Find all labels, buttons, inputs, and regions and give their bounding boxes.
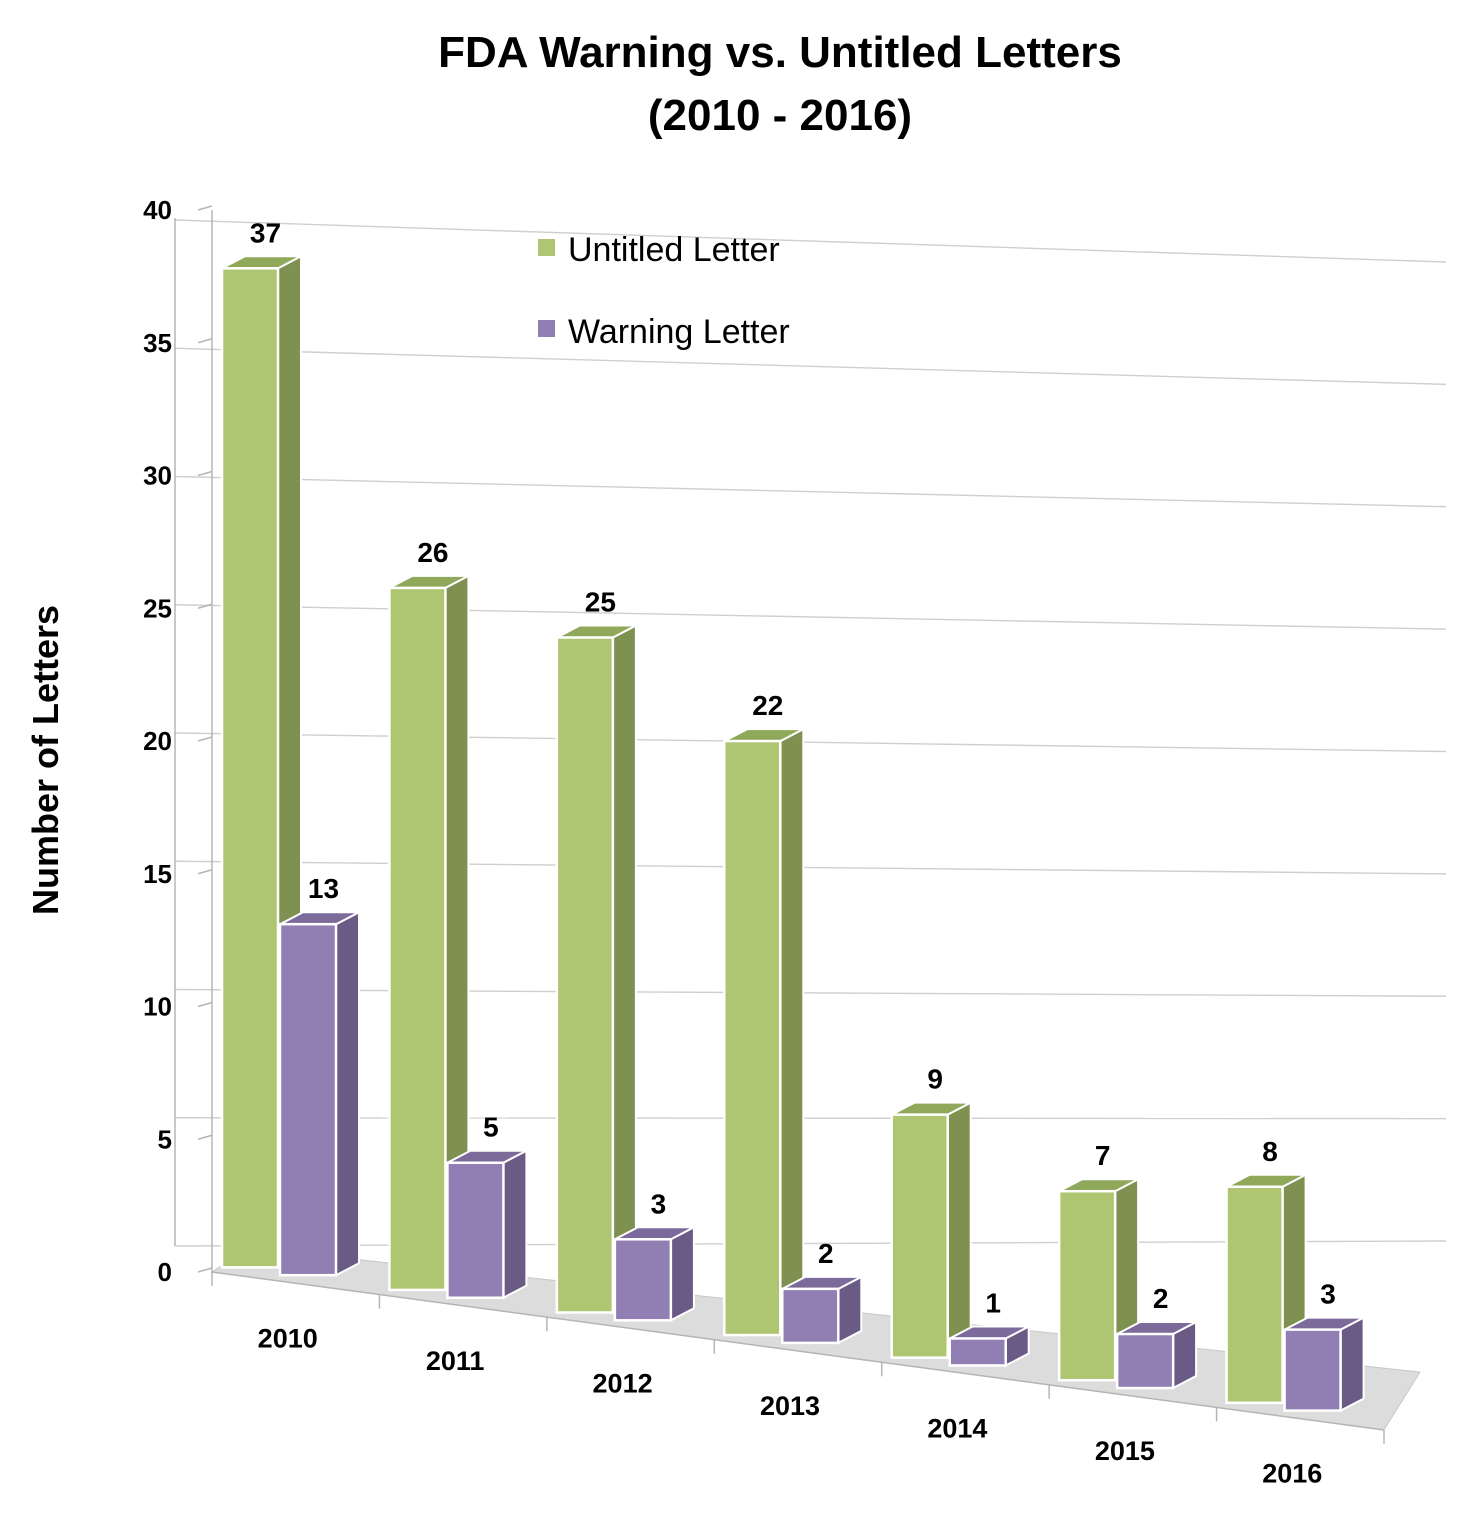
x-tick-label-2011: 2011 [426, 1346, 485, 1376]
bar-warning-2012 [613, 1225, 695, 1322]
gridline-25 [174, 604, 1447, 630]
y-tick-mark [197, 603, 213, 609]
y-tick-label: 40 [143, 195, 172, 225]
x-tick-label-2015: 2015 [1095, 1436, 1155, 1466]
data-label: 9 [927, 1064, 943, 1095]
legend-swatch-warning [538, 320, 555, 337]
bar-side-face [669, 1225, 695, 1322]
data-label: 1 [985, 1287, 1001, 1318]
bar-front-face [948, 1337, 1007, 1367]
bar-side-face [1339, 1315, 1365, 1413]
y-tick-mark [197, 205, 213, 211]
gridline-35 [174, 347, 1447, 386]
y-tick-label: 20 [143, 726, 172, 756]
bar-front-face [555, 636, 615, 1314]
y-tick-mark [197, 869, 213, 875]
y-tick-label: 35 [143, 328, 172, 358]
bar-front-face [723, 739, 782, 1337]
gridline-30 [174, 475, 1447, 508]
bar-front-face [1225, 1185, 1284, 1405]
data-label: 8 [1262, 1136, 1278, 1167]
data-label: 13 [308, 873, 339, 904]
y-tick-mark [197, 1001, 213, 1008]
bar-warning-2013 [781, 1275, 863, 1345]
data-label: 25 [585, 586, 616, 617]
data-label: 2 [1153, 1283, 1169, 1314]
bar-warning-2015 [1115, 1320, 1198, 1390]
bar-front-face [446, 1161, 505, 1299]
x-tick-label-2014: 2014 [927, 1414, 987, 1444]
bar-side-face [502, 1149, 528, 1300]
gridline-20 [174, 732, 1447, 753]
bar-front-face [781, 1287, 840, 1345]
bar-front-face [220, 267, 280, 1269]
data-label: 22 [752, 690, 783, 721]
x-tick-label-2016: 2016 [1262, 1459, 1322, 1489]
chart-title: FDA Warning vs. Untitled Letters [438, 28, 1122, 77]
y-tick-label: 25 [143, 593, 172, 623]
legend: Untitled Letter Warning Letter [538, 231, 790, 351]
y-tick-mark [197, 1134, 213, 1140]
y-tick-mark [197, 1267, 213, 1273]
x-tick-label-2012: 2012 [593, 1368, 653, 1398]
data-label: 7 [1095, 1140, 1111, 1171]
bar-warning-2011 [446, 1149, 528, 1300]
x-axis-line [211, 1271, 1385, 1431]
bar-side-face [779, 727, 805, 1337]
legend-swatch-untitled [538, 239, 555, 256]
gridline-40 [174, 219, 1447, 263]
legend-label-warning: Warning Letter [568, 313, 790, 351]
gridlines [174, 219, 1447, 1247]
data-label: 37 [250, 217, 281, 248]
y-tick-label: 0 [158, 1257, 172, 1287]
gridline-5 [174, 1117, 1447, 1120]
bar-side-face [611, 623, 637, 1315]
y-tick-mark [197, 736, 213, 742]
chart-subtitle: (2010 - 2016) [648, 91, 912, 140]
bar-warning-2010 [278, 910, 360, 1277]
y-tick-label: 10 [143, 992, 172, 1022]
bar-untitled-2013 [723, 727, 805, 1337]
legend-label-untitled: Untitled Letter [568, 231, 780, 269]
bar-front-face [1115, 1332, 1175, 1390]
bar-warning-2014 [948, 1324, 1030, 1368]
y-tick-label: 15 [143, 859, 172, 889]
bar-side-face [335, 910, 360, 1277]
data-label: 3 [1320, 1279, 1336, 1310]
bar-front-face [890, 1113, 949, 1359]
y-tick-mark [197, 470, 213, 477]
y-tick-mark [197, 338, 213, 344]
y-axis-label: Number of Letters [25, 605, 66, 915]
bar-front-face [278, 922, 338, 1277]
data-label: 2 [818, 1238, 834, 1269]
bar-side-face [946, 1100, 972, 1360]
bar-untitled-2012 [555, 623, 637, 1315]
y-tick-label: 30 [143, 461, 172, 491]
y-tick-label: 5 [158, 1124, 172, 1154]
bar-untitled-2011 [388, 574, 470, 1292]
x-tick-label-2010: 2010 [258, 1323, 318, 1353]
bar-untitled-2014 [890, 1100, 972, 1360]
x-tick-label-2013: 2013 [760, 1391, 820, 1421]
bar-front-face [1057, 1189, 1117, 1382]
bar-front-face [388, 586, 447, 1292]
data-label: 26 [417, 537, 448, 568]
axes: 0510152025303540201020112012201320142015… [143, 195, 1385, 1489]
bar-front-face [613, 1238, 673, 1322]
gridline-15 [174, 860, 1447, 875]
bar-warning-2016 [1283, 1315, 1365, 1413]
data-label: 5 [483, 1112, 499, 1143]
data-label: 3 [651, 1188, 667, 1219]
gridline-10 [174, 988, 1447, 997]
bar-front-face [1283, 1328, 1342, 1412]
